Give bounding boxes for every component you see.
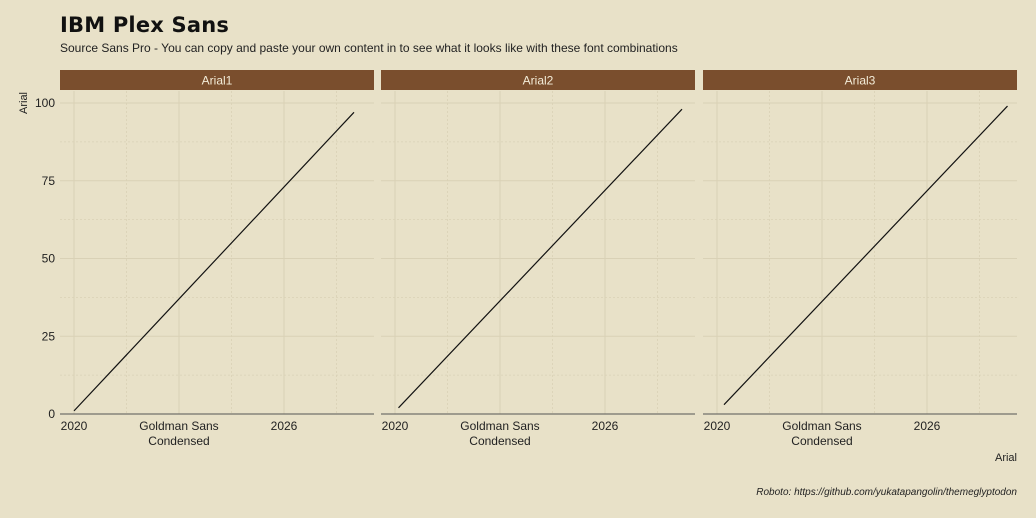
chart-subtitle: Source Sans Pro - You can copy and paste… <box>60 41 678 55</box>
x-tick-label: 2026 <box>914 419 941 433</box>
facet-strip <box>381 70 695 90</box>
y-tick-label: 0 <box>48 407 55 421</box>
y-tick-label: 75 <box>42 174 56 188</box>
x-tick-label: Goldman Sans Condensed <box>782 419 861 448</box>
series-line <box>723 105 1008 406</box>
x-tick-label: 2020 <box>61 419 88 433</box>
y-tick-label: 100 <box>35 96 55 110</box>
x-tick-label: 2026 <box>592 419 619 433</box>
x-tick-label: 2020 <box>704 419 731 433</box>
series-line <box>398 108 683 409</box>
facet-strip <box>60 70 374 90</box>
chart-title: IBM Plex Sans <box>60 13 230 37</box>
facet-panel-arial1: Arial1 2020 Goldman Sans Condensed 2026 <box>60 70 374 448</box>
y-tick-label: 25 <box>42 329 56 343</box>
x-tick-label: 2020 <box>382 419 409 433</box>
facet-panel-arial2: Arial2 2020 Goldman Sans Condensed 2026 <box>381 70 695 448</box>
y-axis: 0 25 50 75 100 <box>35 96 55 421</box>
facet-panel-arial3: Arial3 2020 Goldman Sans Condensed 2026 <box>703 70 1017 448</box>
x-tick-label: Goldman Sans Condensed <box>460 419 539 448</box>
x-axis-title: Arial <box>995 452 1017 464</box>
facet-strip-label: Arial2 <box>523 74 554 88</box>
x-tick-label: 2026 <box>271 419 298 433</box>
chart-caption: Roboto: https://github.com/yukatapangoli… <box>756 487 1017 498</box>
x-tick-label: Goldman Sans Condensed <box>139 419 218 448</box>
facet-strip <box>703 70 1017 90</box>
y-tick-label: 50 <box>42 252 56 266</box>
series-line <box>73 111 355 412</box>
facet-strip-label: Arial3 <box>845 74 876 88</box>
facet-strip-label: Arial1 <box>202 74 233 88</box>
y-axis-title: Arial <box>18 92 30 114</box>
